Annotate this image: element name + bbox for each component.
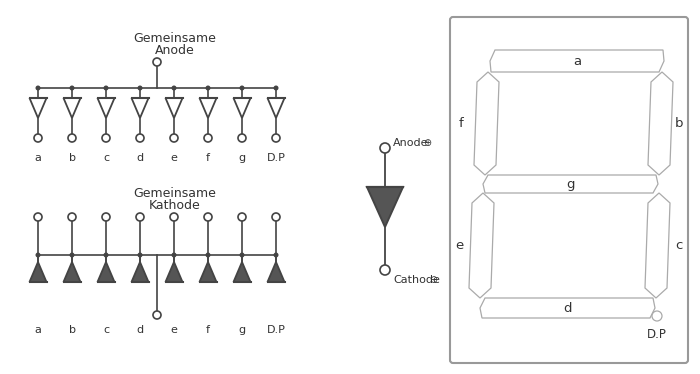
Text: f: f (458, 117, 463, 130)
Text: c: c (103, 153, 109, 163)
Polygon shape (474, 72, 499, 175)
Circle shape (104, 252, 108, 258)
Circle shape (238, 213, 246, 221)
Circle shape (34, 213, 42, 221)
Text: Gemeinsame: Gemeinsame (134, 187, 216, 199)
Circle shape (36, 252, 41, 258)
Circle shape (102, 213, 110, 221)
Circle shape (274, 86, 279, 91)
Polygon shape (132, 98, 148, 118)
Circle shape (69, 252, 74, 258)
Text: Anode: Anode (155, 43, 195, 56)
Circle shape (380, 143, 390, 153)
Text: d: d (136, 153, 144, 163)
Text: c: c (676, 239, 682, 252)
FancyBboxPatch shape (450, 17, 688, 363)
Polygon shape (64, 262, 80, 282)
Text: a: a (34, 153, 41, 163)
Circle shape (170, 134, 178, 142)
Circle shape (172, 86, 176, 91)
Polygon shape (64, 98, 80, 118)
Polygon shape (367, 187, 403, 227)
Polygon shape (199, 262, 216, 282)
Text: Gemeinsame: Gemeinsame (134, 31, 216, 45)
Polygon shape (234, 98, 251, 118)
Text: D.P: D.P (267, 153, 286, 163)
Polygon shape (490, 50, 664, 72)
Text: D.P: D.P (267, 325, 286, 335)
Text: c: c (103, 325, 109, 335)
Text: d: d (136, 325, 144, 335)
Circle shape (153, 311, 161, 319)
Circle shape (206, 252, 211, 258)
Circle shape (274, 252, 279, 258)
Polygon shape (645, 193, 670, 298)
Circle shape (272, 134, 280, 142)
Polygon shape (132, 262, 148, 282)
Circle shape (68, 213, 76, 221)
Text: g: g (239, 153, 246, 163)
Text: b: b (69, 325, 76, 335)
Text: f: f (206, 153, 210, 163)
Polygon shape (267, 98, 284, 118)
Text: a: a (573, 55, 581, 67)
Text: d: d (564, 301, 572, 315)
Polygon shape (267, 262, 284, 282)
Text: Kathode: Kathode (149, 199, 201, 212)
Polygon shape (469, 193, 494, 298)
Circle shape (172, 252, 176, 258)
Text: Cathode: Cathode (393, 275, 440, 285)
Circle shape (136, 134, 144, 142)
Polygon shape (97, 262, 115, 282)
Polygon shape (234, 262, 251, 282)
Circle shape (34, 134, 42, 142)
Circle shape (652, 311, 662, 321)
Circle shape (136, 213, 144, 221)
Text: D.P: D.P (647, 328, 667, 340)
Text: g: g (566, 178, 575, 190)
Text: Anode: Anode (393, 138, 428, 148)
Circle shape (204, 134, 212, 142)
Text: f: f (206, 325, 210, 335)
Text: e: e (171, 153, 177, 163)
Circle shape (137, 86, 143, 91)
Text: e: e (455, 239, 463, 252)
Circle shape (68, 134, 76, 142)
Text: g: g (239, 325, 246, 335)
Circle shape (69, 86, 74, 91)
Circle shape (36, 86, 41, 91)
Polygon shape (165, 98, 183, 118)
Text: ⊕: ⊕ (423, 138, 431, 148)
Polygon shape (648, 72, 673, 175)
Circle shape (137, 252, 143, 258)
Circle shape (206, 86, 211, 91)
Polygon shape (29, 262, 46, 282)
Circle shape (153, 58, 161, 66)
Polygon shape (483, 175, 658, 193)
Circle shape (272, 213, 280, 221)
Circle shape (239, 252, 244, 258)
Polygon shape (480, 298, 655, 318)
Polygon shape (29, 98, 46, 118)
Circle shape (204, 213, 212, 221)
Text: b: b (675, 117, 683, 130)
Circle shape (170, 213, 178, 221)
Text: e: e (171, 325, 177, 335)
Circle shape (239, 86, 244, 91)
Text: ⊖: ⊖ (429, 275, 437, 285)
Circle shape (104, 86, 108, 91)
Polygon shape (97, 98, 115, 118)
Text: a: a (34, 325, 41, 335)
Polygon shape (199, 98, 216, 118)
Text: b: b (69, 153, 76, 163)
Circle shape (102, 134, 110, 142)
Circle shape (380, 265, 390, 275)
Circle shape (238, 134, 246, 142)
Polygon shape (165, 262, 183, 282)
